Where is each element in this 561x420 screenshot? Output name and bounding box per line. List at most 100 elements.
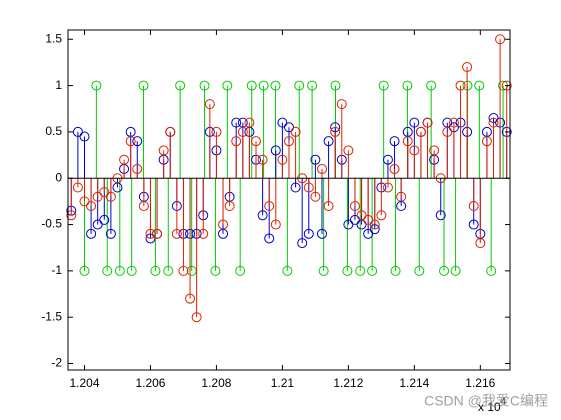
- stem-marker: [79, 265, 90, 276]
- stem-marker: [284, 122, 294, 133]
- stem-marker: [277, 117, 288, 128]
- stem-marker: [277, 154, 288, 165]
- stem-marker: [132, 136, 143, 147]
- stem-marker: [402, 80, 413, 91]
- stem-marker: [414, 265, 425, 276]
- stem-marker: [468, 219, 479, 230]
- stem-marker: [367, 265, 378, 276]
- stem-marker: [79, 131, 90, 142]
- stem-marker: [330, 126, 341, 137]
- stem-marker: [222, 80, 233, 91]
- stem-marker: [369, 224, 380, 235]
- stem-marker: [389, 136, 400, 147]
- x-exponent-power: 4: [501, 396, 506, 406]
- stem-marker: [152, 228, 163, 239]
- stem-marker: [349, 214, 360, 225]
- stem-marker: [378, 80, 389, 91]
- stem-marker: [199, 80, 210, 91]
- y-tick-label: -1.5: [41, 309, 62, 323]
- stem-marker: [356, 210, 367, 221]
- stem-marker: [79, 196, 90, 207]
- y-tick-label: -2: [51, 356, 62, 370]
- stem-marker: [257, 154, 268, 165]
- stem-marker: [343, 219, 354, 230]
- plot-area: [66, 34, 512, 323]
- stem-marker: [355, 265, 366, 276]
- stem-marker: [462, 62, 473, 73]
- stem-marker: [316, 163, 327, 174]
- stem-marker: [495, 34, 506, 45]
- stem-marker: [294, 80, 305, 91]
- stem-marker: [235, 265, 246, 276]
- stem-marker: [363, 214, 374, 225]
- stem-marker: [92, 219, 103, 230]
- x-tick-label: 1.204: [69, 376, 99, 390]
- x-tick-label: 1.214: [399, 376, 429, 390]
- watermark: CSDN @我爱C编程: [424, 393, 548, 409]
- stem-marker: [145, 228, 156, 239]
- stem-marker: [264, 233, 275, 244]
- stem-marker: [363, 228, 374, 239]
- x-tick-label: 1.212: [333, 376, 363, 390]
- stem-marker: [342, 265, 353, 276]
- stem-marker: [246, 80, 257, 91]
- stem-marker: [402, 136, 413, 147]
- stem-marker: [270, 145, 281, 156]
- stem-marker: [307, 80, 318, 91]
- stem-marker: [415, 126, 426, 137]
- stem-marker: [102, 265, 113, 276]
- stem-marker: [475, 238, 486, 249]
- stem-marker: [290, 126, 301, 137]
- stem-marker: [435, 210, 446, 221]
- y-tick-label: 1.5: [45, 31, 62, 45]
- stem-marker: [409, 117, 420, 128]
- stem-marker: [264, 201, 275, 212]
- stem-marker: [119, 154, 130, 165]
- stem-marker: [330, 122, 341, 133]
- stem-marker: [150, 265, 161, 276]
- stem-marker: [92, 191, 103, 202]
- stem-marker: [244, 117, 255, 128]
- y-tick-label: 0: [55, 170, 62, 184]
- stem-marker: [257, 210, 268, 221]
- x-tick-label: 1.206: [135, 376, 165, 390]
- stem-marker: [185, 293, 196, 304]
- stem-marker: [175, 80, 186, 91]
- x-tick-label: 1.21: [271, 376, 295, 390]
- stem-marker: [178, 265, 189, 276]
- stem-marker: [481, 136, 492, 147]
- stem-marker: [450, 265, 461, 276]
- stem-marker: [297, 238, 308, 249]
- stem-marker: [303, 228, 314, 239]
- stem-marker: [105, 228, 116, 239]
- stem-marker: [318, 265, 329, 276]
- stem-marker: [105, 191, 116, 202]
- x-tick-label: 1.208: [201, 376, 231, 390]
- stem-marker: [474, 80, 485, 91]
- stem-marker: [488, 117, 499, 128]
- stem-marker: [488, 113, 499, 124]
- stem-marker: [125, 136, 136, 147]
- stem-marker: [336, 99, 347, 110]
- x-tick-label: 1.216: [465, 376, 495, 390]
- stem-marker: [270, 80, 281, 91]
- stem-marker: [99, 187, 110, 198]
- stem-marker: [224, 201, 235, 212]
- stem-marker: [86, 228, 97, 239]
- stem-marker: [138, 201, 149, 212]
- stem-marker: [210, 265, 221, 276]
- stem-marker: [99, 214, 110, 225]
- stem-marker: [251, 136, 262, 147]
- stem-marker: [316, 228, 327, 239]
- stem-marker: [486, 265, 497, 276]
- stem-marker: [218, 219, 229, 230]
- stem-marker: [165, 126, 176, 137]
- stem-marker: [145, 233, 156, 244]
- stem-marker: [389, 163, 400, 174]
- stem-marker: [126, 265, 137, 276]
- stem-marker: [455, 80, 466, 91]
- stem-marker: [191, 312, 202, 323]
- stem-marker: [426, 80, 437, 91]
- stem-marker: [303, 182, 314, 193]
